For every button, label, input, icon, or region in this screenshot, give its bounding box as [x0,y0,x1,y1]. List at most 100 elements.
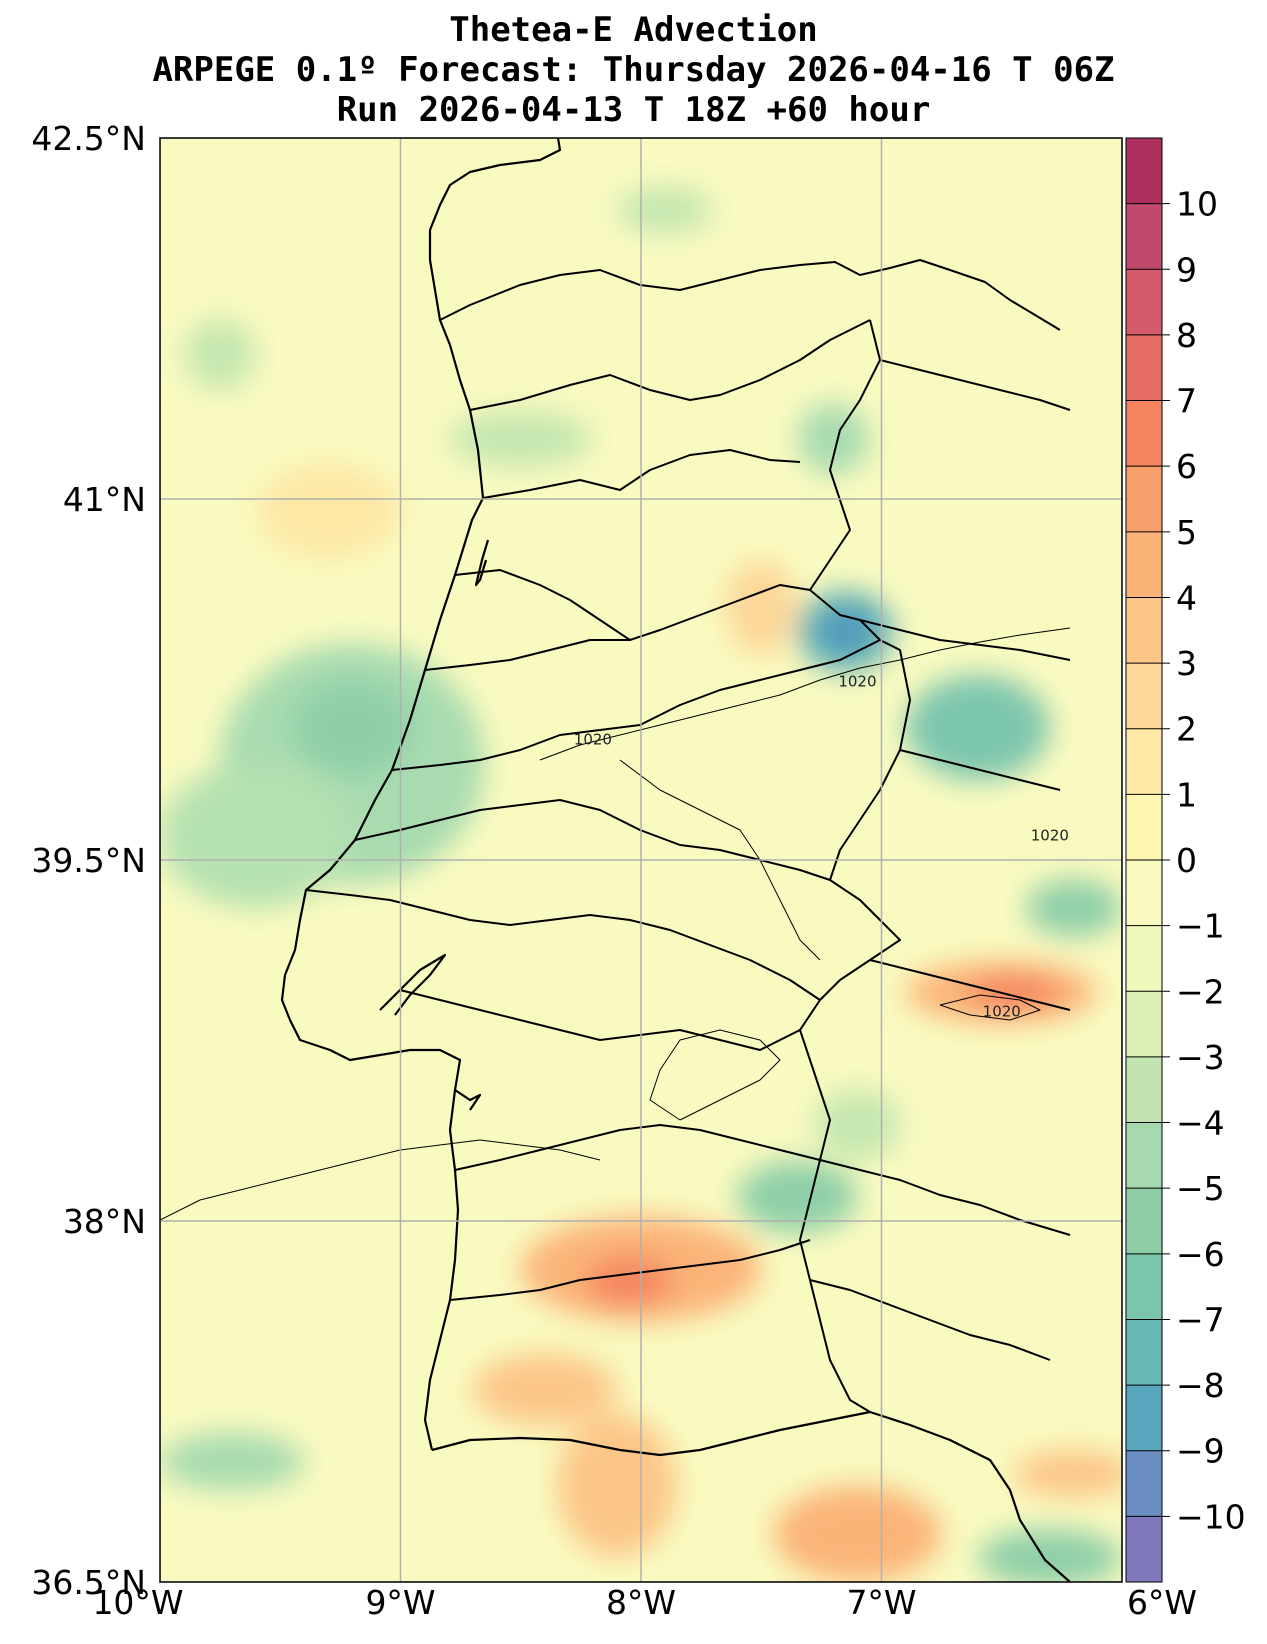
colorbar-swatch-11 [1126,794,1162,861]
anomaly-blob-19 [797,402,870,475]
colorbar-tick-label-7: 3 [1176,644,1197,683]
colorbar-tick-label-1: 9 [1176,250,1197,289]
isobar-1020-south [160,1139,601,1221]
spain-province-4 [819,1159,1071,1236]
lon-tick-label-0: 10°W [92,1583,183,1622]
district-border-7 [305,889,821,1001]
sado-estuary [454,1089,482,1111]
lon-ticks: 10°W 9°W 8°W 7°W 6°W [92,1583,1197,1622]
colorbar-swatch-5 [1126,1188,1162,1255]
north-coast-line [428,138,562,499]
colorbar-swatch-3 [1126,1319,1162,1386]
spain-province-1 [879,359,1071,411]
anomaly-blob-23 [160,1432,305,1491]
colorbar-swatch-2 [1126,1385,1162,1452]
district-border-2 [482,449,801,499]
colorbar-tick-label-19: −9 [1176,1432,1225,1471]
colorbar-tick-label-15: −5 [1176,1169,1225,1208]
anomaly-blob-3 [256,462,401,560]
colorbar-tick-label-17: −7 [1176,1300,1225,1339]
colorbar-swatch-12 [1126,728,1162,795]
colorbar-swatch-19 [1126,269,1162,336]
anomaly-blob-21 [616,186,714,235]
lat-ticks: 42.5°N 41°N 39.5°N 38°N 36.5°N [31,119,146,1602]
colorbar-tick-label-0: 10 [1176,185,1218,224]
isobar-1020-north [539,627,1071,761]
colorbar-tick-label-11: −1 [1176,907,1225,946]
colorbar-tick-label-8: 2 [1176,710,1197,749]
colorbar-tick-label-4: 6 [1176,447,1197,486]
colorbar-swatch-10 [1126,860,1162,927]
district-border-10 [449,1239,811,1301]
colorbar-tick-label-2: 8 [1176,316,1197,355]
contour-label-2: 1020 [1031,827,1069,845]
colorbar-swatch-8 [1126,991,1162,1058]
lon-tick-label-3: 7°W [846,1583,916,1622]
anomaly-blob-13 [585,1257,673,1306]
west-coast-line [280,497,484,1451]
anomaly-blob-18 [1013,1449,1122,1498]
administrative-borders [305,259,1071,1413]
colorbar-tick-label-6: 4 [1176,578,1197,617]
colorbar-swatch-0 [1126,1516,1162,1583]
district-border-9 [454,1124,821,1171]
border-spain-portugal-north [439,259,1061,331]
district-border-1 [469,319,871,411]
contour-labels: 1020 1020 1020 1020 [574,673,1069,1021]
district-border-4 [424,639,630,671]
anomaly-blob-15 [472,1353,617,1426]
lat-tick-label-1: 41°N [63,480,146,519]
anomaly-blob-5 [821,612,870,651]
anomaly-blob-8 [725,559,798,656]
colorbar-tick-label-16: −6 [1176,1235,1225,1274]
lat-tick-label-2: 39.5°N [31,841,146,880]
lat-tick-label-0: 42.5°N [31,119,146,158]
south-coast-line [431,1410,1071,1582]
anomaly-blob-24 [814,1088,901,1161]
contour-label-0: 1020 [838,673,876,691]
colorbar-swatch-18 [1126,334,1162,402]
colorbar-swatch-6 [1126,1122,1162,1189]
colorbar-swatch-9 [1126,925,1162,992]
anomaly-blob-7 [1025,879,1122,938]
anomaly-blob-1 [160,763,353,909]
anomaly-layer [160,186,1122,1582]
map-area: 1020 1020 1020 1020 [160,138,1122,1582]
spain-province-6 [809,1279,1051,1361]
colorbar-swatch-16 [1126,466,1162,533]
colorbar-tick-label-20: −10 [1176,1497,1246,1536]
colorbar-swatch-21 [1126,138,1162,205]
colorbar-tick-label-13: −3 [1176,1038,1225,1077]
colorbar-tick-label-12: −2 [1176,972,1225,1011]
colorbar-swatch-14 [1126,597,1162,664]
anomaly-blob-16 [773,1485,942,1582]
colorbar-swatch-17 [1126,400,1162,467]
district-border-5 [391,639,881,771]
lon-tick-label-4: 6°W [1127,1583,1197,1622]
anomaly-blob-6 [905,674,1050,781]
colorbar-swatch-4 [1126,1253,1162,1320]
lon-tick-label-1: 9°W [365,1583,435,1622]
isobars [160,627,1071,1221]
anomaly-blob-2 [292,679,413,776]
spain-province-5 [869,959,1071,1011]
title-line-2: ARPEGE 0.1º Forecast: Thursday 2026-04-1… [152,50,1115,90]
aveiro-lagoon [474,539,490,587]
colorbar-swatch-20 [1126,203,1162,270]
colorbar-tick-label-5: 5 [1176,513,1197,552]
gridlines [160,138,1122,1582]
anomaly-blob-11 [737,1160,858,1234]
colorbar-swatches [1126,138,1162,1583]
anomaly-blob-14 [556,1413,678,1558]
colorbar-swatch-1 [1126,1450,1162,1517]
anomaly-blob-20 [448,409,593,468]
isobar-1020-inland [619,759,821,961]
anomaly-blob-10 [965,975,1062,1010]
colorbar-tick-label-18: −8 [1176,1366,1225,1405]
title-line-1: Thetea-E Advection [449,10,818,50]
district-border-8 [399,989,801,1051]
colorbar-tick-label-10: 0 [1176,841,1197,880]
